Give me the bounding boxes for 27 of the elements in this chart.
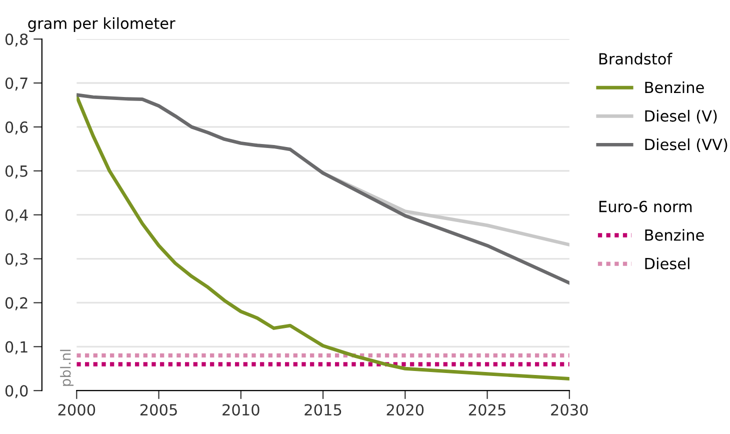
text: Euro-6 norm [599,200,692,212]
legend-label: Diesel (V) [645,110,717,124]
legend-title: Brandstof [599,52,672,65]
y-tick-label: 0,3 [5,253,28,266]
y-tick-label: 0,2 [5,297,28,310]
legend-label: Benzine [645,228,704,241]
legend-label: Diesel [645,258,690,270]
x-tick-label: 2010 [222,404,260,416]
x-tick-label: 2005 [140,404,177,416]
y-tick-label: 0,0 [5,385,28,398]
y-tick-label: 0,6 [5,121,28,135]
y-tick-label: 0,7 [5,77,28,91]
y-tick-label: 0,8 [5,34,28,47]
x-tick-label: 2000 [58,404,96,416]
line-series [76,94,570,380]
legend-label: Diesel (VV) [645,138,728,152]
text: pbl.nl [60,350,74,386]
legend-label: Benzine [645,81,704,94]
x-tick-label: 2030 [551,404,588,416]
y-axis-title: gram per kilometer [28,17,176,32]
line-series [76,93,570,285]
x-tick-label: 2015 [304,404,342,416]
x-tick-label: 2025 [468,404,506,416]
y-tick-label: 0,1 [5,341,28,354]
y-tick-label: 0,5 [5,165,28,178]
y-tick-label: 0,4 [5,209,28,222]
x-tick-label: 2020 [386,404,424,416]
